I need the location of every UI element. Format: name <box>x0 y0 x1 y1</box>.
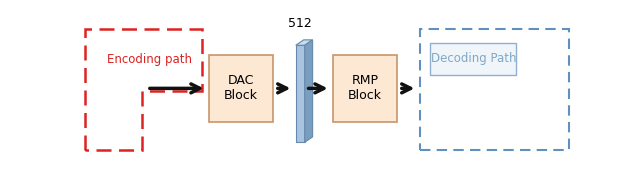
FancyBboxPatch shape <box>209 55 273 122</box>
FancyBboxPatch shape <box>333 55 397 122</box>
Text: Encoding path: Encoding path <box>108 53 192 66</box>
FancyBboxPatch shape <box>429 43 516 75</box>
Polygon shape <box>305 40 312 142</box>
FancyBboxPatch shape <box>296 45 305 142</box>
Text: DAC
Block: DAC Block <box>224 74 258 102</box>
Polygon shape <box>296 40 312 45</box>
Text: Decoding Path: Decoding Path <box>431 52 516 65</box>
Text: 512: 512 <box>289 18 312 30</box>
Text: RMP
Block: RMP Block <box>348 74 382 102</box>
